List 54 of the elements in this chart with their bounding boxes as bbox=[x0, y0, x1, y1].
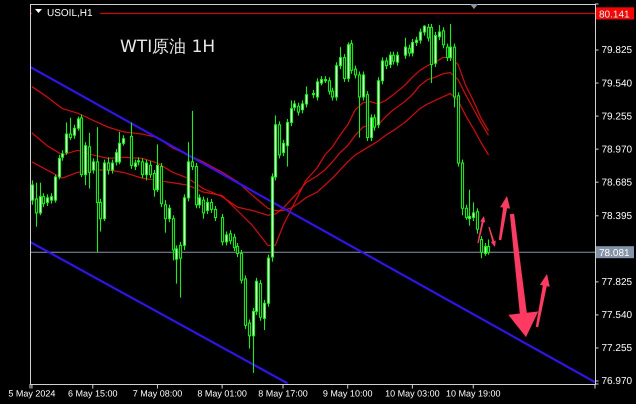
candlestick bbox=[164, 200, 168, 234]
x-tick-label: 9 May 10:00 bbox=[322, 388, 372, 398]
x-tick-label: 10 May 03:00 bbox=[385, 388, 440, 398]
candlestick bbox=[418, 28, 422, 44]
y-tick-label: 78.685 bbox=[602, 177, 633, 188]
candlestick bbox=[442, 26, 446, 49]
y-tick-label: 76.970 bbox=[602, 376, 633, 388]
candlestick bbox=[46, 194, 50, 206]
candlestick bbox=[110, 159, 114, 174]
candlestick bbox=[422, 24, 426, 36]
candlestick bbox=[408, 44, 412, 57]
y-tick-label: 77.255 bbox=[602, 343, 633, 354]
candlestick bbox=[296, 102, 300, 116]
candlestick bbox=[34, 182, 38, 228]
candlestick bbox=[202, 196, 206, 220]
candlestick bbox=[38, 182, 42, 216]
x-tick-label: 6 May 15:00 bbox=[68, 388, 118, 398]
candlestick bbox=[396, 51, 400, 66]
ref-line-label: 78.081 bbox=[599, 248, 630, 260]
candlestick bbox=[228, 230, 232, 245]
y-tick-label: 79.540 bbox=[602, 78, 633, 90]
candlestick bbox=[486, 239, 490, 256]
x-tick-label: 5 May 2024 bbox=[8, 388, 56, 398]
y-tick-label: 79.255 bbox=[602, 111, 633, 122]
candlestick bbox=[392, 51, 396, 66]
candlestick bbox=[388, 51, 392, 68]
candlestick bbox=[140, 158, 144, 179]
candlestick bbox=[358, 70, 362, 138]
y-tick-label: 79.825 bbox=[602, 45, 633, 56]
y-tick-label: 78.395 bbox=[602, 210, 633, 222]
x-tick-label: 8 May 01:00 bbox=[197, 388, 247, 398]
chart-subtitle: USOIL,H1 bbox=[47, 8, 94, 19]
candlestick bbox=[468, 189, 472, 226]
ref-line-label: 80.141 bbox=[599, 9, 630, 20]
candlestick bbox=[316, 78, 320, 101]
candlestick bbox=[64, 122, 68, 156]
candlestick bbox=[214, 205, 218, 222]
candlestick bbox=[410, 38, 414, 57]
candlestick bbox=[304, 86, 308, 108]
candlestick bbox=[118, 131, 122, 165]
x-tick-label: 10 May 19:00 bbox=[446, 388, 501, 398]
x-tick-label: 8 May 17:00 bbox=[258, 388, 308, 398]
candlestick bbox=[446, 43, 450, 62]
y-tick-label: 77.540 bbox=[602, 310, 633, 322]
x-tick-label: 7 May 08:00 bbox=[132, 388, 182, 398]
candlestick bbox=[480, 236, 484, 259]
candlestick bbox=[476, 208, 480, 234]
candlestick bbox=[484, 242, 488, 256]
candlestick bbox=[404, 37, 408, 60]
text: WTI原油 1H bbox=[120, 37, 216, 57]
candlestick bbox=[206, 197, 210, 215]
y-tick-label: 78.970 bbox=[602, 144, 633, 156]
y-tick-label: 77.825 bbox=[602, 277, 633, 288]
candlestick bbox=[144, 159, 148, 181]
